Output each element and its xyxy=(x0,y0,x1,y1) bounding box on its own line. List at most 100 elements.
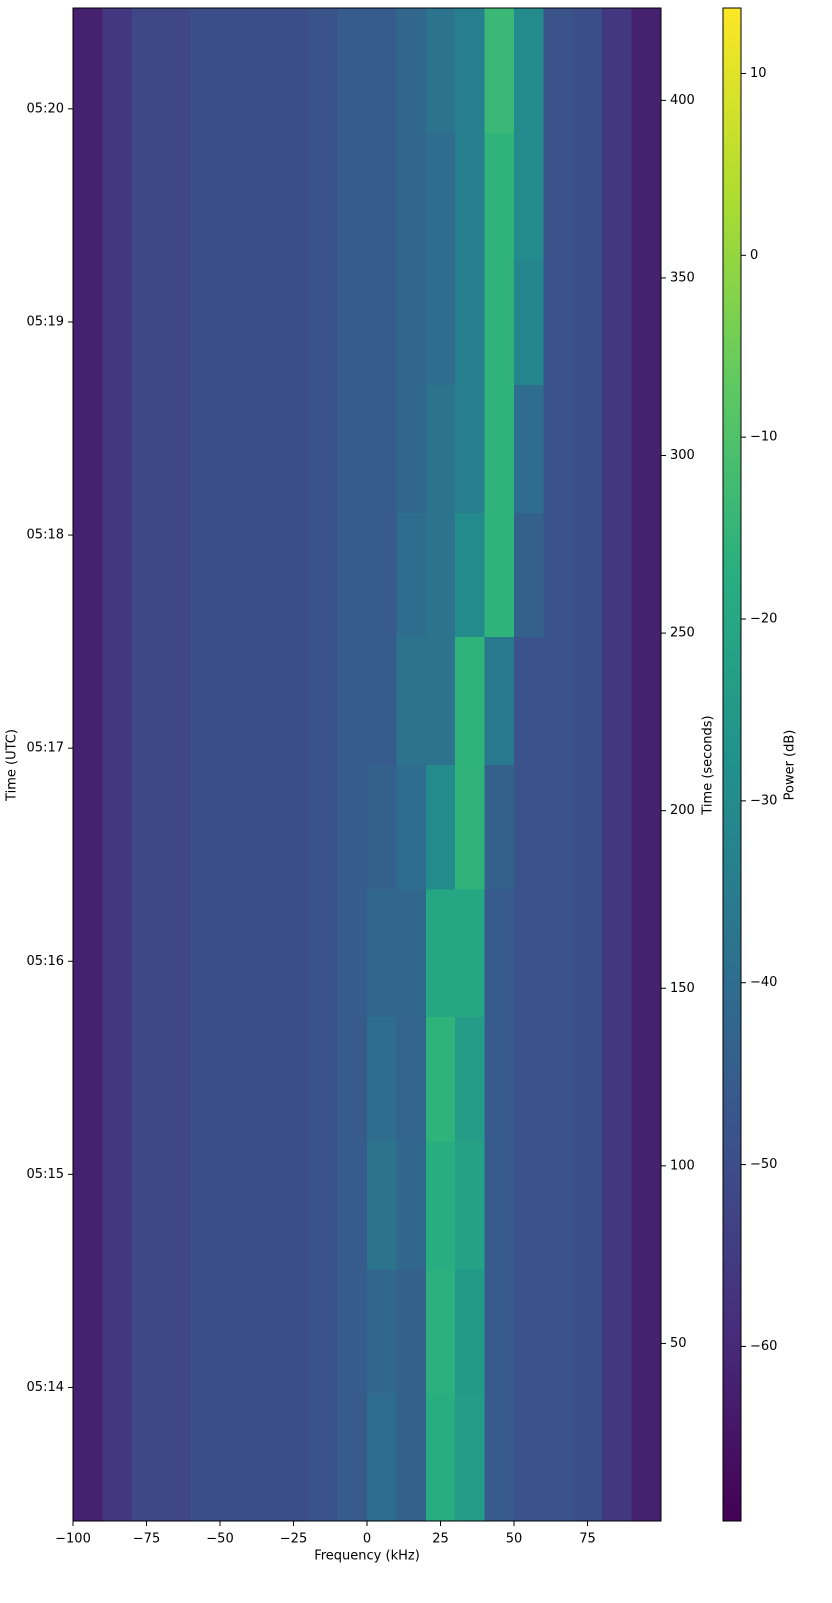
heatmap-cell xyxy=(484,1016,515,1142)
heatmap-cell xyxy=(161,260,192,385)
heatmap-cell xyxy=(455,384,486,513)
heatmap-cell xyxy=(73,636,103,765)
y-tick-label: 05:16 xyxy=(27,954,64,969)
heatmap-cell xyxy=(543,132,574,261)
y-axis-label: Time (UTC) xyxy=(5,729,20,802)
heatmap-cell xyxy=(396,512,427,638)
heatmap-cell xyxy=(220,764,250,890)
heatmap-cell xyxy=(514,8,544,133)
heatmap-cell xyxy=(308,1393,339,1522)
heatmap-cell xyxy=(278,384,309,513)
heatmap-cell xyxy=(484,512,515,638)
heatmap-cell xyxy=(131,1268,162,1394)
heatmap-cell xyxy=(220,384,250,513)
y-tick-label: 05:19 xyxy=(27,314,64,329)
heatmap-cell xyxy=(543,1140,574,1270)
heatmap-cell xyxy=(543,1268,574,1394)
heatmap-cell xyxy=(220,8,250,133)
heatmap-cell xyxy=(484,8,515,133)
heatmap-cell xyxy=(367,764,397,890)
heatmap-cell xyxy=(396,8,427,133)
x-tick-label: −50 xyxy=(206,1532,233,1547)
heatmap-cell xyxy=(514,764,544,890)
x-axis-label: Frequency (kHz) xyxy=(314,1549,420,1564)
heatmap-cell xyxy=(308,132,339,261)
y2-tick-label: 350 xyxy=(670,270,695,285)
heatmap-cell xyxy=(572,1268,603,1394)
heatmap-cell xyxy=(190,1016,221,1142)
heatmap-cell xyxy=(278,764,309,890)
heatmap-cell xyxy=(278,1393,309,1522)
heatmap-cell xyxy=(220,260,250,385)
heatmap-cell xyxy=(455,512,486,638)
heatmap-cell xyxy=(425,512,456,638)
heatmap-cell xyxy=(278,8,309,133)
heatmap-cell xyxy=(367,1016,397,1142)
heatmap-cell xyxy=(308,764,339,890)
heatmap-cell xyxy=(190,8,221,133)
x-tick-label: 50 xyxy=(506,1532,523,1547)
heatmap-cell xyxy=(572,8,603,133)
heatmap-cell xyxy=(455,888,486,1018)
heatmap-cell xyxy=(190,1268,221,1394)
heatmap-cell xyxy=(131,764,162,890)
x-tick-label: 75 xyxy=(579,1532,596,1547)
heatmap-cell xyxy=(425,384,456,513)
heatmap-cell xyxy=(425,764,456,890)
heatmap-cell xyxy=(190,888,221,1018)
heatmap-cell xyxy=(220,888,250,1018)
heatmap-cell xyxy=(484,132,515,261)
heatmap-cell xyxy=(278,132,309,261)
heatmap-cell xyxy=(602,1268,633,1394)
heatmap-cell xyxy=(367,1268,397,1394)
heatmap-cell xyxy=(73,260,103,385)
heatmap-cell xyxy=(425,636,456,765)
heatmap-cell xyxy=(484,764,515,890)
heatmap-cell xyxy=(308,384,339,513)
heatmap-cell xyxy=(308,636,339,765)
heatmap-cell xyxy=(249,1140,280,1270)
heatmap-cell xyxy=(543,1016,574,1142)
heatmap-cell xyxy=(102,132,133,261)
heatmap-cell xyxy=(161,1140,192,1270)
heatmap-cell xyxy=(572,132,603,261)
y2-axis-label: Time (seconds) xyxy=(701,715,716,815)
heatmap-cell xyxy=(572,512,603,638)
heatmap-cell xyxy=(131,512,162,638)
heatmap-cell xyxy=(190,1140,221,1270)
heatmap-cell xyxy=(455,1016,486,1142)
heatmap-cell xyxy=(631,8,662,133)
heatmap-cell xyxy=(190,132,221,261)
heatmap-cell xyxy=(631,132,662,261)
heatmap-cell xyxy=(367,512,397,638)
x-tick-label: 0 xyxy=(363,1532,371,1547)
heatmap-cell xyxy=(102,512,133,638)
heatmap-cell xyxy=(514,384,544,513)
heatmap-cell xyxy=(220,512,250,638)
heatmap-cell xyxy=(337,1268,368,1394)
heatmap-cell xyxy=(102,764,133,890)
heatmap-cell xyxy=(278,512,309,638)
heatmap-cell xyxy=(455,8,486,133)
heatmap-cell xyxy=(425,8,456,133)
heatmap-cell xyxy=(102,636,133,765)
heatmap-cell xyxy=(249,132,280,261)
y-tick-label: 05:17 xyxy=(27,741,64,756)
colorbar-tick-label: −50 xyxy=(750,1157,777,1172)
heatmap-cell xyxy=(572,1140,603,1270)
heatmap-cell xyxy=(308,1016,339,1142)
heatmap-cell xyxy=(514,512,544,638)
heatmap-cell xyxy=(455,636,486,765)
heatmap-cell xyxy=(337,888,368,1018)
heatmap-cell xyxy=(572,1393,603,1522)
heatmap-cell xyxy=(102,8,133,133)
heatmap-cell xyxy=(131,1393,162,1522)
heatmap-cell xyxy=(131,384,162,513)
heatmap-cell xyxy=(249,1016,280,1142)
y-tick-label: 05:20 xyxy=(27,101,64,116)
x-tick-label: −75 xyxy=(133,1532,160,1547)
heatmap-cell xyxy=(484,384,515,513)
heatmap-cell xyxy=(631,1140,662,1270)
heatmap-cell xyxy=(455,1393,486,1522)
heatmap-cell xyxy=(131,8,162,133)
